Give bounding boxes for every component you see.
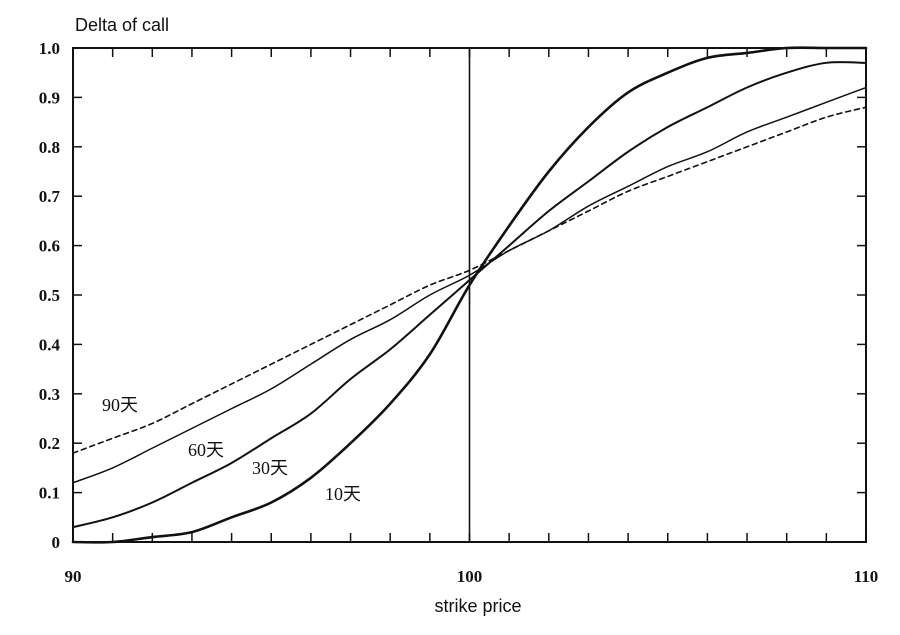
y-tick-label: 0.3 <box>39 385 60 404</box>
curves-layer <box>71 46 868 544</box>
curve-label-30d: 30天 <box>252 458 288 478</box>
x-tick-label: 100 <box>457 567 483 586</box>
x-tick-label: 90 <box>65 567 82 586</box>
y-tick-label: 1.0 <box>39 39 60 58</box>
curve-label-60d: 60天 <box>188 440 224 460</box>
series-line-0 <box>71 46 868 544</box>
y-tick-label: 0.6 <box>39 237 60 256</box>
x-tick-label: 110 <box>854 567 879 586</box>
y-tick-label: 0 <box>52 533 61 552</box>
y-tick-label: 0.9 <box>39 88 60 107</box>
ticks-layer: 0 0.1 0.2 0.3 0.4 0.5 0.6 0.7 0.8 0.9 1.0 90 100 110 <box>39 39 879 586</box>
series-line-3 <box>72 106 867 454</box>
y-tick-label: 0.7 <box>39 187 61 206</box>
series-line-1 <box>72 61 867 529</box>
y-tick-label: 0.4 <box>39 335 61 354</box>
y-tick-label: 0.2 <box>39 434 60 453</box>
x-axis-title: strike price <box>434 596 521 616</box>
y-axis-title: Delta of call <box>75 15 169 35</box>
y-tick-label: 0.8 <box>39 138 60 157</box>
y-tick-label: 0.5 <box>39 286 60 305</box>
series-line-2 <box>72 86 867 484</box>
curve-label-10d: 10天 <box>325 484 361 504</box>
y-tick-label: 0.1 <box>39 484 60 503</box>
curve-label-90d: 90天 <box>102 395 138 415</box>
